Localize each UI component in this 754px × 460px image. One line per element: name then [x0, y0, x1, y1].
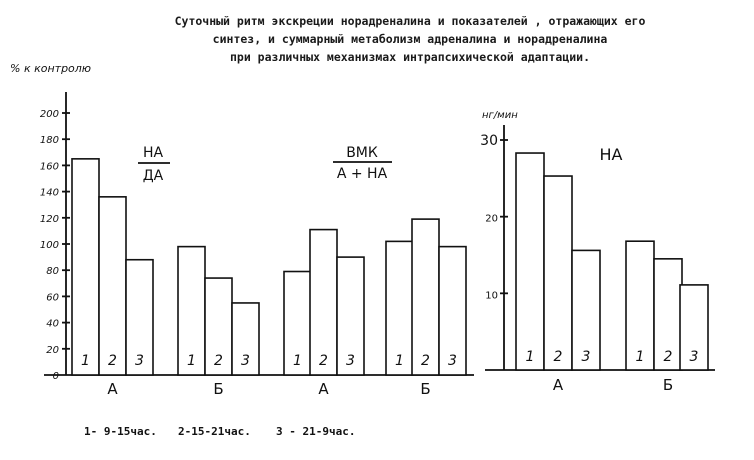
right-y-tick-label-2: 30 — [480, 133, 498, 149]
right-y-tick-label-1: 20 — [485, 214, 498, 225]
bar-right-Б-2 — [653, 258, 683, 371]
left-y-tick-label-1: 20 — [46, 345, 59, 356]
bar-p2-Б-3 — [438, 245, 467, 376]
group-label: Б — [420, 380, 430, 398]
left-y-tick-label-2: 40 — [46, 319, 59, 330]
left-y-tick-label-6: 120 — [40, 214, 59, 225]
left-y-tick-label-9: 180 — [40, 135, 59, 146]
left-y-axis-label: % к контролю — [10, 62, 91, 75]
bar-number-label: 3 — [241, 353, 250, 369]
panel2-title-bottom: А + НА — [337, 166, 388, 182]
left-y-tick-label-10: 200 — [40, 109, 59, 120]
bar-number-label: 2 — [554, 349, 563, 365]
bar-right-Б-3 — [679, 284, 709, 371]
bar-p2-Б-1 — [385, 240, 414, 376]
left-y-tick-label-3: 60 — [46, 292, 59, 303]
legend-item-3: 3 - 21-9час. — [276, 425, 356, 438]
bar-number-label: 2 — [108, 353, 117, 369]
bar-number-label: 1 — [395, 353, 404, 369]
right-y-axis-label: нг/мин — [482, 110, 518, 121]
bar-number-label: 1 — [636, 349, 645, 365]
left-y-tick-label-4: 80 — [46, 266, 59, 277]
bar-number-label: 1 — [526, 349, 535, 365]
group-label: Б — [213, 380, 223, 398]
right-panel-title: НА — [600, 145, 623, 164]
group-label: А — [318, 380, 329, 398]
left-y-tick-label-5: 100 — [40, 240, 59, 251]
right-y-tick-label-0: 10 — [485, 290, 498, 301]
legend-item-1: 1- 9-15час. — [84, 425, 157, 438]
bar-number-label: 3 — [582, 349, 591, 365]
bar-right-А-2 — [543, 175, 573, 371]
bar-number-label: 1 — [293, 353, 302, 369]
bar-number-label: 2 — [664, 349, 673, 365]
bar-p1-Б-3 — [231, 302, 260, 376]
bar-number-label: 2 — [214, 353, 223, 369]
bar-p2-А-2 — [309, 228, 338, 376]
left-y-tick-label-7: 140 — [40, 188, 59, 199]
bar-right-А-3 — [571, 249, 601, 371]
panel1-title-bottom: ДА — [143, 168, 164, 184]
bar-p2-А-1 — [283, 270, 312, 376]
bar-p1-А-1 — [71, 158, 100, 376]
panel1-title-top: НА — [143, 145, 164, 161]
group-label: А — [553, 376, 564, 394]
bar-number-label: 2 — [421, 353, 430, 369]
bar-number-label: 3 — [690, 349, 699, 365]
bar-p1-А-3 — [125, 258, 154, 376]
bar-right-А-1 — [515, 152, 545, 371]
group-label: А — [107, 380, 118, 398]
chart-title: Суточный ритм экскреции норадреналина и … — [174, 14, 646, 64]
bar-p1-Б-2 — [204, 277, 233, 376]
bar-p2-Б-2 — [411, 218, 440, 376]
legend-item-2: 2-15-21час. — [178, 425, 251, 438]
group-label: Б — [663, 376, 673, 394]
bar-p2-А-3 — [336, 256, 365, 376]
bar-number-label: 1 — [81, 353, 90, 369]
left-y-tick-label-8: 160 — [40, 161, 59, 172]
left-y-tick-label-0: 0 — [53, 371, 59, 382]
bar-p1-А-2 — [98, 196, 127, 376]
panel2-title-top: ВМК — [346, 145, 378, 161]
bar-number-label: 3 — [135, 353, 144, 369]
bar-number-label: 1 — [187, 353, 196, 369]
bar-number-label: 3 — [346, 353, 355, 369]
bar-number-label: 2 — [319, 353, 328, 369]
bar-number-label: 3 — [448, 353, 457, 369]
